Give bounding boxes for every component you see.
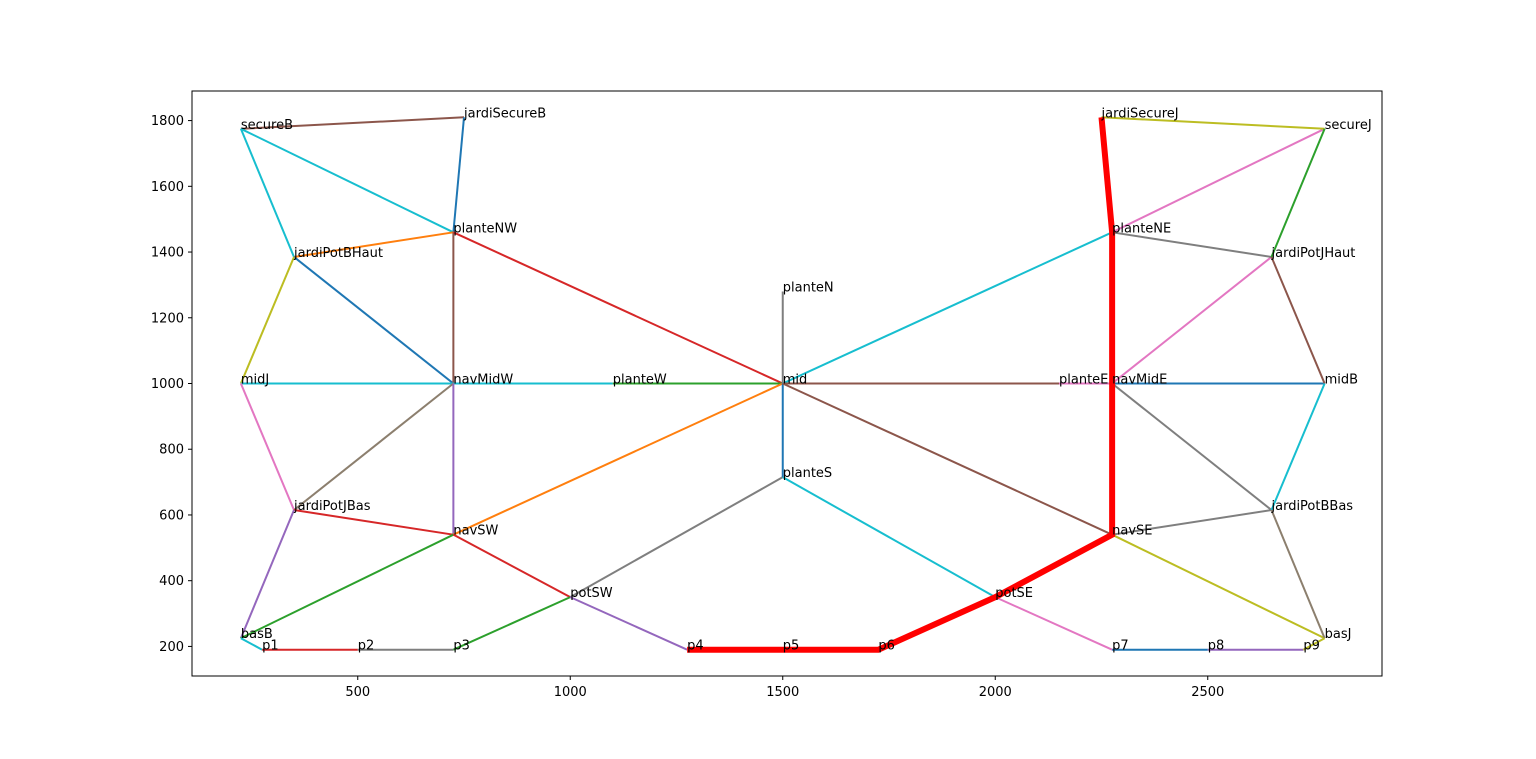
edge-navSW-basB	[240, 533, 454, 640]
node-label-planteW: planteW	[613, 373, 667, 388]
node-label-jardiPotBBas: jardiPotBBas	[1271, 499, 1354, 514]
edge-secureB-jardiPotBHaut	[239, 128, 295, 258]
node-label-basB: basB	[241, 627, 273, 642]
edge-navMidE-jardiPotJHaut	[1111, 256, 1273, 385]
edge-jardiSecureB-planteNW	[452, 117, 465, 233]
highlighted-path-layer	[687, 117, 1116, 653]
node-label-p6: p6	[878, 639, 895, 654]
node-label-planteS: planteS	[783, 466, 832, 481]
y-tick-label-1600: 1600	[151, 180, 184, 195]
x-tick-label-1000: 1000	[554, 685, 587, 700]
edge-navSE-basJ	[1111, 533, 1326, 640]
node-label-secureJ: secureJ	[1325, 118, 1372, 133]
edge-basB-p1	[240, 637, 263, 651]
node-label-p1: p1	[262, 639, 279, 654]
edge-jardiSecureJ-secureJ	[1101, 116, 1325, 130]
edge-jardiPotBHaut-midJ	[239, 256, 295, 384]
edge-mid-navSE	[782, 382, 1113, 536]
y-tick-label-1400: 1400	[151, 246, 184, 261]
y-tick-label-800: 800	[159, 443, 184, 458]
node-label-navSE: navSE	[1112, 524, 1152, 539]
edge-jardiPotBBas-basJ	[1270, 509, 1326, 639]
edge-navSE-jardiPotBBas	[1111, 509, 1272, 536]
edge-midJ-jardiPotJBas	[239, 383, 295, 511]
node-label-planteNW: planteNW	[453, 221, 517, 236]
edge-jardiPotBHaut-navMidW	[293, 256, 454, 385]
edges-layer	[239, 116, 1326, 651]
x-tick-label-2000: 2000	[979, 685, 1012, 700]
node-label-jardiSecureB: jardiSecureB	[463, 106, 546, 121]
edge-potSW-p4	[569, 596, 688, 651]
node-label-p3: p3	[453, 639, 470, 654]
edge-jardiPotJHaut-secureJ	[1270, 128, 1326, 258]
y-tick-label-600: 600	[159, 508, 184, 523]
node-label-secureB: secureB	[241, 118, 293, 133]
node-label-potSE: potSE	[995, 586, 1033, 601]
x-axis: 500 1000 1500 2000 2500	[345, 676, 1224, 700]
y-tick-label-400: 400	[159, 574, 184, 589]
y-tick-label-1800: 1800	[151, 114, 184, 129]
edge-p3-potSW	[452, 596, 571, 651]
node-label-navMidE: navMidE	[1112, 373, 1167, 388]
edge-secureB-planteNW	[240, 127, 454, 234]
edge-jardiPotJBas-navSW	[293, 509, 454, 536]
edge-basJ-p9	[1302, 637, 1326, 651]
x-tick-label-500: 500	[345, 685, 370, 700]
node-label-jardiPotBHaut: jardiPotBHaut	[293, 246, 383, 261]
edge-planteNE-jardiPotJHaut	[1111, 231, 1272, 258]
node-label-mid: mid	[783, 373, 808, 388]
node-label-basJ: basJ	[1325, 627, 1352, 642]
edge-navSW-potSW	[452, 533, 571, 599]
node-label-p8: p8	[1208, 639, 1225, 654]
x-tick-label-2500: 2500	[1191, 685, 1224, 700]
y-tick-label-200: 200	[159, 640, 184, 655]
y-tick-label-1000: 1000	[151, 377, 184, 392]
edge-navMidW-jardiPotJBas	[293, 382, 454, 511]
edge-navMidE-jardiPotBBas	[1111, 382, 1273, 511]
node-label-p9: p9	[1303, 639, 1320, 654]
node-label-midB: midB	[1325, 373, 1358, 388]
node-label-planteE: planteE	[1059, 373, 1108, 388]
y-tick-label-1200: 1200	[151, 311, 184, 326]
node-label-midJ: midJ	[241, 373, 269, 388]
edge-jardiPotJHaut-midB	[1270, 256, 1326, 384]
edge-navSW-mid	[452, 382, 784, 536]
edge-jardiPotJBas-basB	[239, 509, 295, 639]
x-tick-label-1500: 1500	[766, 685, 799, 700]
node-label-planteNE: planteNE	[1112, 221, 1171, 236]
node-label-p4: p4	[687, 639, 704, 654]
node-labels-layer: secureB jardiSecureB planteNW jardiPotBHaut…	[241, 106, 1372, 653]
highlighted-path	[687, 117, 1116, 653]
edge-potSE-p7	[994, 596, 1113, 651]
node-label-p2: p2	[358, 639, 375, 654]
edge-planteNE-secureJ	[1111, 127, 1326, 234]
node-label-p7: p7	[1112, 639, 1129, 654]
edge-mid-planteNE	[782, 231, 1113, 385]
node-label-planteN: planteN	[783, 280, 834, 295]
y-axis: 200 400 600 800 1000 1200 1400 1600 1800	[151, 114, 192, 655]
node-label-jardiSecureJ: jardiSecureJ	[1101, 106, 1179, 121]
node-label-navSW: navSW	[453, 524, 498, 539]
edge-midB-jardiPotBBas	[1270, 383, 1326, 511]
edge-potSW-planteS	[569, 476, 784, 598]
edge-planteNW-mid	[452, 231, 784, 385]
node-label-navMidW: navMidW	[453, 373, 513, 388]
node-label-p5: p5	[783, 639, 800, 654]
edge-jardiPotBHaut-planteNW	[293, 231, 454, 258]
edge-planteS-potSE	[782, 476, 996, 598]
edge-secureB-jardiSecureB	[240, 116, 465, 130]
node-label-jardiPotJHaut: jardiPotJHaut	[1271, 246, 1356, 261]
node-label-jardiPotJBas: jardiPotJBas	[293, 499, 371, 514]
node-label-potSW: potSW	[570, 586, 613, 601]
